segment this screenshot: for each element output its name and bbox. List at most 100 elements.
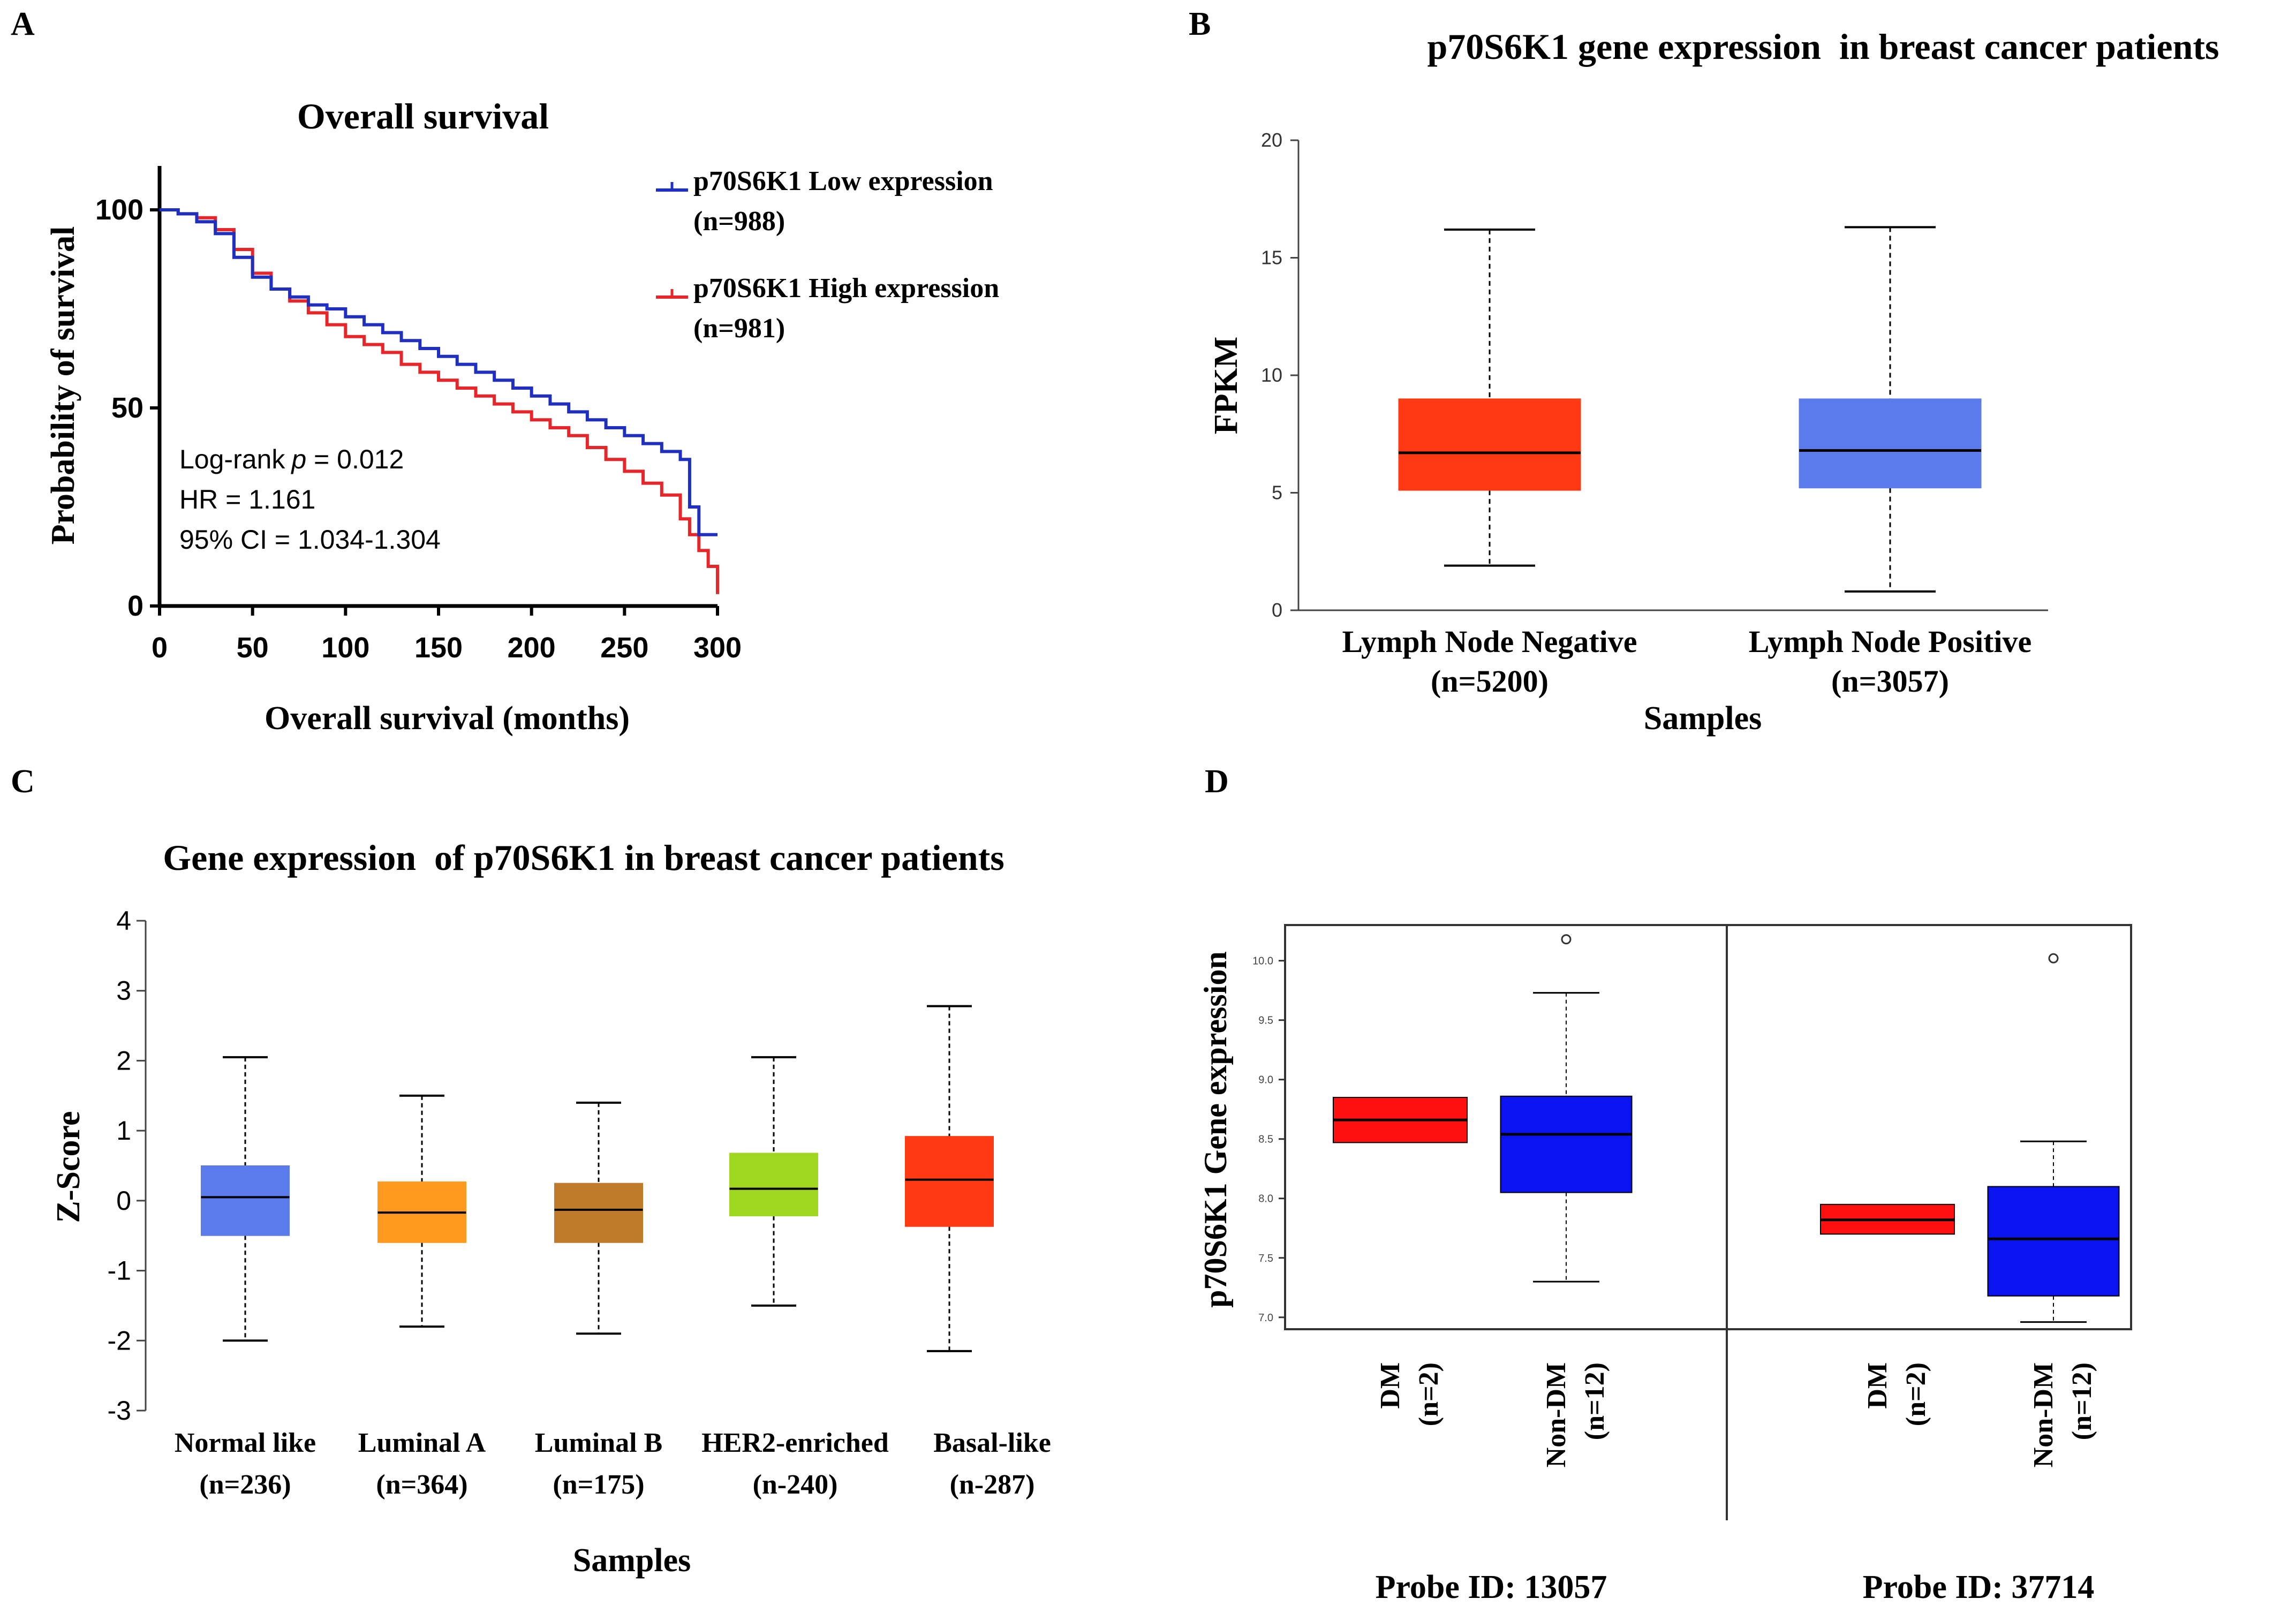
- panel-d-category-n: (n=12): [2067, 1362, 2097, 1440]
- panel-a-stat-logrank: Log-rank p = 0.012: [179, 444, 404, 474]
- panel-c-title: Gene expression of p70S6K1 in breast can…: [163, 837, 1004, 878]
- panel-d-box: Non-DM (n=12): [1987, 953, 2120, 1467]
- panel-a-title: Overall survival: [297, 96, 549, 137]
- panel-b-category-label: Lymph Node Negative: [1342, 624, 1637, 659]
- box-iqr: [1799, 398, 1982, 489]
- panel-c: C Gene expression of p70S6K1 in breast c…: [11, 763, 1051, 1579]
- panel-a-y-tick-label: 100: [95, 194, 144, 226]
- box-outlier: [1561, 934, 1572, 945]
- panel-c-category-label: HER2-enriched: [701, 1428, 889, 1458]
- panel-d-category-n: (n=12): [1580, 1362, 1610, 1440]
- panel-c-y-tick-label: 4: [116, 906, 131, 936]
- panel-a-x-tick-label: 50: [237, 632, 269, 664]
- panel-d-category-label: Non-DM: [2028, 1362, 2059, 1467]
- panel-d-frame: [1284, 924, 2132, 1330]
- panel-c-y-tick-label: 0: [116, 1186, 131, 1216]
- panel-d-group-2: DM (n=2) Non-DM (n=12) Probe ID: 37714: [1820, 953, 2120, 1605]
- panel-d-box: Non-DM (n=12): [1500, 934, 1633, 1467]
- panel-a-letter: A: [11, 6, 35, 42]
- panel-d-y-tick-label: 8.0: [1258, 1193, 1273, 1205]
- panel-d-y-tick-label: 10.0: [1252, 956, 1273, 967]
- panel-c-category-n: (n=364): [376, 1469, 467, 1500]
- panel-b-letter: B: [1189, 6, 1211, 42]
- panel-a-x-tick-label: 0: [152, 632, 168, 664]
- panel-a-stat-logrank-label: Log-rank: [179, 444, 285, 474]
- panel-d-y-tick-label: 9.5: [1258, 1015, 1273, 1027]
- box-iqr: [905, 1136, 994, 1227]
- panel-c-category-label: Normal like: [175, 1428, 316, 1458]
- panel-d-probe-label: Probe ID: 13057: [1376, 1569, 1607, 1605]
- panel-c-y-tick-label: 3: [116, 976, 131, 1006]
- legend-item-high: p70S6K1 High expression (n=981): [656, 273, 999, 344]
- panel-b-y-tick-label: 10: [1261, 364, 1282, 386]
- panel-a-x-tick-label: 200: [508, 632, 556, 664]
- panel-c-category-n: (n=175): [553, 1469, 644, 1500]
- panel-c-y-tick-label: 2: [116, 1045, 131, 1075]
- panel-b: B p70S6K1 gene expression in breast canc…: [1189, 6, 2219, 737]
- panel-a-stat-ci: 95% CI = 1.034-1.304: [179, 525, 441, 555]
- panel-c-y-tick-label: -1: [108, 1256, 131, 1286]
- panel-b-category-n: (n=5200): [1431, 664, 1549, 699]
- panel-c-y-tick-label: 1: [116, 1116, 131, 1146]
- legend-label-high: p70S6K1 High expression: [693, 273, 999, 304]
- panel-d-probe-label: Probe ID: 37714: [1863, 1569, 2095, 1605]
- box-iqr: [1500, 1095, 1633, 1193]
- panel-c-y-tick-label: -2: [108, 1325, 131, 1355]
- panel-c-y-tick-label: -3: [108, 1396, 131, 1426]
- panel-d-category-n: (n=2): [1901, 1362, 1931, 1426]
- legend-n-high: (n=981): [693, 313, 785, 344]
- panel-a-stat-hr: HR = 1.161: [179, 484, 315, 514]
- panel-c-letter: C: [11, 763, 35, 800]
- panel-d-y-tick-label: 7.5: [1258, 1253, 1273, 1264]
- panel-a-x-tick-label: 250: [600, 632, 648, 664]
- panel-d-group-1: DM (n=2) Non-DM (n=12) Probe ID: 13057: [1333, 934, 1633, 1605]
- panel-d-y-tick-label: 9.0: [1258, 1074, 1273, 1086]
- survival-curve-high: [160, 208, 719, 594]
- panel-c-box-2: Luminal A (n=364): [358, 1094, 486, 1500]
- panel-a-x-tick-label: 300: [693, 632, 742, 664]
- panel-c-category-label: Basal-like: [933, 1428, 1051, 1458]
- box-iqr: [1987, 1186, 2120, 1297]
- panel-a-legend: p70S6K1 Low expression (n=988) p70S6K1 H…: [656, 166, 999, 344]
- panel-c-category-n: (n-287): [950, 1469, 1035, 1500]
- panel-b-y-tick-label: 20: [1261, 129, 1282, 151]
- panel-c-category-n: (n=236): [199, 1469, 291, 1500]
- panel-c-box-3: Luminal B (n=175): [535, 1101, 662, 1500]
- box-iqr: [201, 1165, 290, 1236]
- panel-a-plot: 0 50 100 150 200 250 300 0 50 100 Probability of …: [45, 166, 742, 737]
- panel-b-x-label: Samples: [1644, 700, 1762, 737]
- legend-item-low: p70S6K1 Low expression (n=988): [656, 166, 993, 237]
- box-outlier: [2048, 953, 2059, 964]
- panel-c-box-5: Basal-like (n-287): [905, 1005, 1051, 1500]
- panel-b-y-tick-label: 0: [1272, 599, 1282, 621]
- panel-a-y-tick-label: 50: [111, 392, 144, 424]
- box-iqr: [554, 1183, 643, 1243]
- panel-a-y-label: Probability of survival: [45, 226, 81, 545]
- panel-d-category-label: DM: [1862, 1362, 1893, 1409]
- panel-c-category-label: Luminal A: [358, 1428, 486, 1458]
- panel-d-y-label: p70S6K1 Gene expression: [1198, 951, 1233, 1308]
- panel-c-y-label: Z-Score: [50, 1111, 87, 1223]
- panel-d-y-tick-label: 7.0: [1258, 1312, 1273, 1324]
- panel-a-x-label: Overall survival (months): [265, 700, 630, 737]
- panel-c-category-n: (n-240): [753, 1469, 838, 1500]
- legend-label-low: p70S6K1 Low expression: [693, 166, 993, 196]
- panel-d-letter: D: [1205, 763, 1229, 800]
- panel-b-y-tick-label: 15: [1261, 247, 1282, 269]
- panel-b-box-2: Lymph Node Positive (n=3057): [1749, 226, 2032, 699]
- panel-a-x-tick-label: 100: [321, 632, 369, 664]
- panel-d-y-tick-label: 8.5: [1258, 1134, 1273, 1146]
- panel-a: A Overall survival 0 50 100 150 200 250 300 0 50…: [11, 6, 999, 737]
- survival-curve-low: [160, 208, 718, 536]
- panel-b-category-label: Lymph Node Positive: [1749, 624, 2032, 659]
- panel-b-box-1: Lymph Node Negative (n=5200): [1342, 228, 1637, 699]
- box-iqr: [1398, 398, 1581, 491]
- panel-b-title: p70S6K1 gene expression in breast cancer…: [1427, 26, 2219, 67]
- panel-a-x-tick-label: 150: [414, 632, 463, 664]
- box-iqr: [729, 1153, 818, 1217]
- panel-b-y-tick-label: 5: [1272, 482, 1282, 504]
- panel-d-category-label: Non-DM: [1541, 1362, 1572, 1467]
- panel-d-category-n: (n=2): [1414, 1362, 1444, 1426]
- panel-a-y-tick-label: 0: [127, 590, 144, 622]
